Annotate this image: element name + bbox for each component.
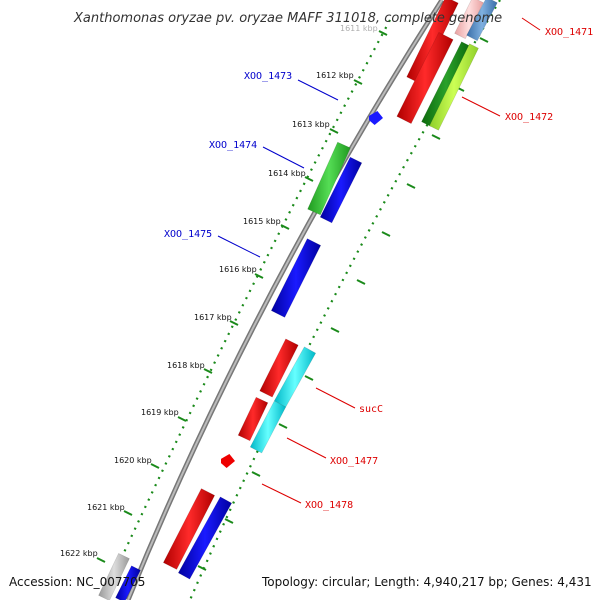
connector-succ <box>315 387 356 409</box>
inner-tick-1 <box>353 79 363 85</box>
outer-tick-5 <box>356 279 366 285</box>
inner-tick-3 <box>304 176 314 182</box>
tick-label-1616: 1616 kbp <box>219 265 257 274</box>
map-title: Xanthomonas oryzae pv. oryzae MAFF 31101… <box>73 11 502 26</box>
outer-tick-0 <box>479 37 489 43</box>
inner-tick-8 <box>177 416 187 422</box>
outer-tick-10 <box>224 518 234 524</box>
gene-label-xoo-1471[interactable]: XOO_1471 <box>545 27 593 38</box>
gene-label-xoo-1478[interactable]: XOO_1478 <box>305 500 353 511</box>
feature-blue-bar-3 <box>115 565 141 600</box>
connector-xoo-1472 <box>461 96 501 117</box>
feature-blue-bar-2 <box>177 496 233 580</box>
feature-gray-bar <box>98 553 130 600</box>
connector-xoo-1473 <box>297 79 339 101</box>
feature-small-red-arrow <box>221 454 235 468</box>
feature-forward-red-bar <box>396 32 454 124</box>
inner-tick-7 <box>203 368 213 374</box>
tick-label-1617: 1617 kbp <box>194 313 232 322</box>
tick-label-1622: 1622 kbp <box>60 549 98 558</box>
feature-xoo-1471-forward <box>454 0 484 40</box>
outer-tick-11 <box>197 565 207 571</box>
gene-label-xoo-1477[interactable]: XOO_1477 <box>330 456 378 467</box>
tick-label-1613: 1613 kbp <box>292 120 330 129</box>
gene-label-xoo-1472[interactable]: XOO_1472 <box>505 112 553 123</box>
outer-tick-9 <box>251 471 261 477</box>
feature-xoo-1477-bar <box>249 400 287 454</box>
feature-red-bar-2 <box>237 396 269 442</box>
outer-tick-6 <box>330 327 340 333</box>
outer-tick-7 <box>304 375 314 381</box>
inner-tick-9 <box>150 463 160 469</box>
inner-tick-6 <box>229 320 239 326</box>
inner-tick-4 <box>280 224 290 230</box>
inner-tick-5 <box>254 273 264 279</box>
outer-tick-2 <box>431 134 441 140</box>
label-connectors <box>217 17 541 504</box>
tick-marks <box>96 30 388 563</box>
inner-tick-2 <box>329 128 339 134</box>
tick-label-1611: 1611 kbp <box>340 24 378 33</box>
tick-label-1621: 1621 kbp <box>87 503 125 512</box>
connector-xoo-1471 <box>521 17 541 31</box>
connector-xoo-1474 <box>262 146 305 169</box>
inner-tick-10 <box>123 510 133 516</box>
inner-tick-11 <box>96 557 106 563</box>
tick-label-1619: 1619 kbp <box>141 408 179 417</box>
inner-tick-0 <box>378 30 388 36</box>
feature-xoo-1474-bar <box>307 141 351 216</box>
gene-labels: XOO_1471 XOO_1472 XOO_1473 XOO_1474 XOO_… <box>164 27 593 511</box>
feature-xoo-1475-bar <box>270 238 322 318</box>
outer-tick-8 <box>278 423 288 429</box>
connector-xoo-1478 <box>261 483 302 504</box>
gene-label-xoo-1475[interactable]: XOO_1475 <box>164 229 212 240</box>
feature-blue-bar-1 <box>319 156 363 224</box>
feature-xoo-1472-lime-bar <box>429 43 479 131</box>
gene-label-xoo-1474[interactable]: XOO_1474 <box>209 140 257 151</box>
feature-xoo-1478-bar <box>162 488 216 570</box>
feature-red-bar-1 <box>259 338 299 398</box>
tick-label-1614: 1614 kbp <box>268 169 306 178</box>
backbone-ring <box>125 0 445 600</box>
connector-xoo-1477 <box>286 437 327 459</box>
tick-label-1620: 1620 kbp <box>114 456 152 465</box>
feature-steelblue-bar <box>466 0 498 42</box>
tick-label-1618: 1618 kbp <box>167 361 205 370</box>
outer-tick-3 <box>406 183 416 189</box>
gene-label-succ[interactable]: sucC <box>359 404 383 415</box>
dotted-tracks <box>101 0 501 600</box>
genome-summary-text: Topology: circular; Length: 4,940,217 bp… <box>261 575 592 589</box>
tick-label-1615: 1615 kbp <box>243 217 281 226</box>
outer-tick-marks <box>197 37 489 571</box>
outer-tick-4 <box>381 231 391 237</box>
tick-label-1612: 1612 kbp <box>316 71 354 80</box>
connector-xoo-1475 <box>217 235 261 258</box>
accession-text: Accession: NC_007705 <box>9 575 145 589</box>
inner-dotted-track <box>101 19 391 600</box>
feature-xoo-1473-arrow <box>369 111 383 125</box>
gene-label-xoo-1473[interactable]: XOO_1473 <box>244 71 292 82</box>
gene-features <box>98 0 498 600</box>
tick-labels: 1611 kbp 1612 kbp 1613 kbp 1614 kbp 1615… <box>60 24 378 558</box>
